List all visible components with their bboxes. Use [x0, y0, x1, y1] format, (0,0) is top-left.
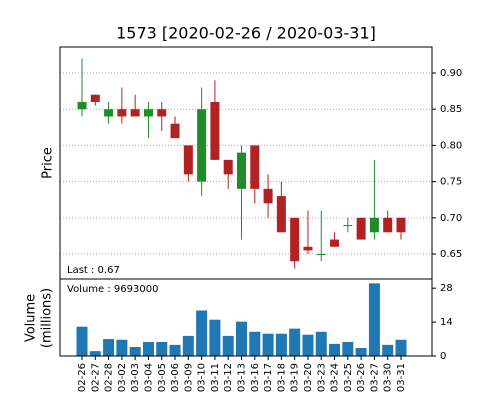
bar [182, 335, 194, 356]
candle-body [77, 101, 87, 110]
candle-body [290, 217, 300, 262]
bar [368, 283, 380, 356]
bar [196, 310, 208, 356]
bar [355, 348, 367, 356]
bar [129, 347, 141, 356]
candle-body [383, 217, 393, 233]
x-tick-label: 03-06 [170, 363, 181, 392]
candle-body [369, 217, 379, 233]
x-tick-label: 02-26 [77, 363, 88, 392]
candle-body [210, 101, 220, 160]
candle-body [396, 217, 406, 233]
x-tick-label: 03-30 [383, 363, 394, 392]
y-tick-label: 28 [440, 283, 453, 294]
x-tick-label: 03-20 [303, 363, 314, 392]
candle-body [157, 109, 167, 117]
candle-body [117, 109, 127, 117]
annotation: Volume : 9693000 [67, 284, 158, 295]
chart-title: 1573 [2020-02-26 / 2020-03-31] [116, 24, 376, 43]
candle-body [197, 109, 207, 182]
x-tick-label: 03-05 [157, 363, 168, 392]
bar [315, 331, 327, 356]
y-tick-label: 0.65 [440, 249, 462, 260]
bar [156, 341, 168, 356]
bar [169, 344, 181, 356]
y-tick-label: 0.80 [440, 140, 462, 151]
candle-body [223, 159, 233, 175]
x-tick-label: 03-03 [130, 363, 141, 392]
y-tick-label: 0.90 [440, 68, 462, 79]
bar [275, 333, 287, 356]
x-tick-label: 03-17 [263, 363, 274, 392]
candle-body [104, 109, 114, 117]
candle-body [276, 196, 286, 233]
bar [262, 333, 274, 356]
bar [76, 326, 88, 356]
annotation: Last : 0.67 [67, 265, 120, 276]
bar [142, 341, 154, 356]
bar [302, 334, 314, 356]
bar [382, 344, 394, 356]
candle-body [237, 152, 246, 189]
x-tick-label: 03-25 [343, 363, 354, 392]
x-tick-label: 03-12 [223, 363, 234, 392]
x-tick-label: 03-18 [276, 363, 287, 392]
candle-body [303, 246, 313, 251]
x-tick-label: 03-24 [330, 363, 341, 392]
bar [222, 335, 234, 356]
candle-body [330, 239, 340, 247]
candle-body [130, 109, 140, 117]
bar [209, 319, 221, 356]
x-tick-label: 02-27 [90, 363, 101, 392]
candle-body [263, 188, 273, 204]
x-tick-label: 03-04 [143, 363, 154, 392]
x-tick-label: 03-09 [183, 363, 194, 392]
bar [342, 341, 354, 356]
candle-body [90, 94, 100, 102]
candle-body [250, 145, 260, 189]
bar [103, 339, 115, 356]
x-tick-label: 02-28 [104, 363, 115, 392]
x-tick-label: 03-23 [316, 363, 327, 392]
x-tick-label: 03-19 [290, 363, 301, 392]
y-axis-label: Volume [24, 294, 39, 342]
y-tick-label: 0.85 [440, 104, 462, 115]
y-tick-label: 0.70 [440, 213, 462, 224]
bar [116, 339, 128, 356]
candle-body [143, 109, 153, 117]
plot-frame [59, 278, 433, 357]
candle-body [356, 217, 366, 240]
candle-body [183, 145, 193, 175]
bar [89, 351, 101, 356]
x-tick-label: 03-27 [369, 363, 380, 392]
x-tick-label: 03-02 [117, 363, 128, 392]
candle-body [316, 254, 326, 256]
bar [236, 321, 247, 356]
bar [289, 328, 301, 356]
bar [395, 339, 407, 356]
x-tick-label: 03-26 [356, 363, 367, 392]
x-tick-label: 03-10 [197, 363, 208, 392]
y-axis-label: (millions) [40, 288, 55, 348]
x-tick-label: 03-13 [237, 363, 248, 392]
x-tick-label: 03-11 [210, 363, 221, 392]
x-tick-label: 03-16 [250, 363, 261, 392]
y-tick-label: 0 [440, 351, 446, 362]
y-axis-label: Price [41, 147, 56, 179]
bar [249, 331, 261, 356]
x-tick-label: 03-31 [396, 363, 407, 392]
y-tick-label: 14 [440, 317, 453, 328]
candle-body [343, 225, 353, 227]
candle-body [170, 123, 180, 139]
bar [329, 343, 341, 356]
y-tick-label: 0.75 [440, 177, 462, 188]
